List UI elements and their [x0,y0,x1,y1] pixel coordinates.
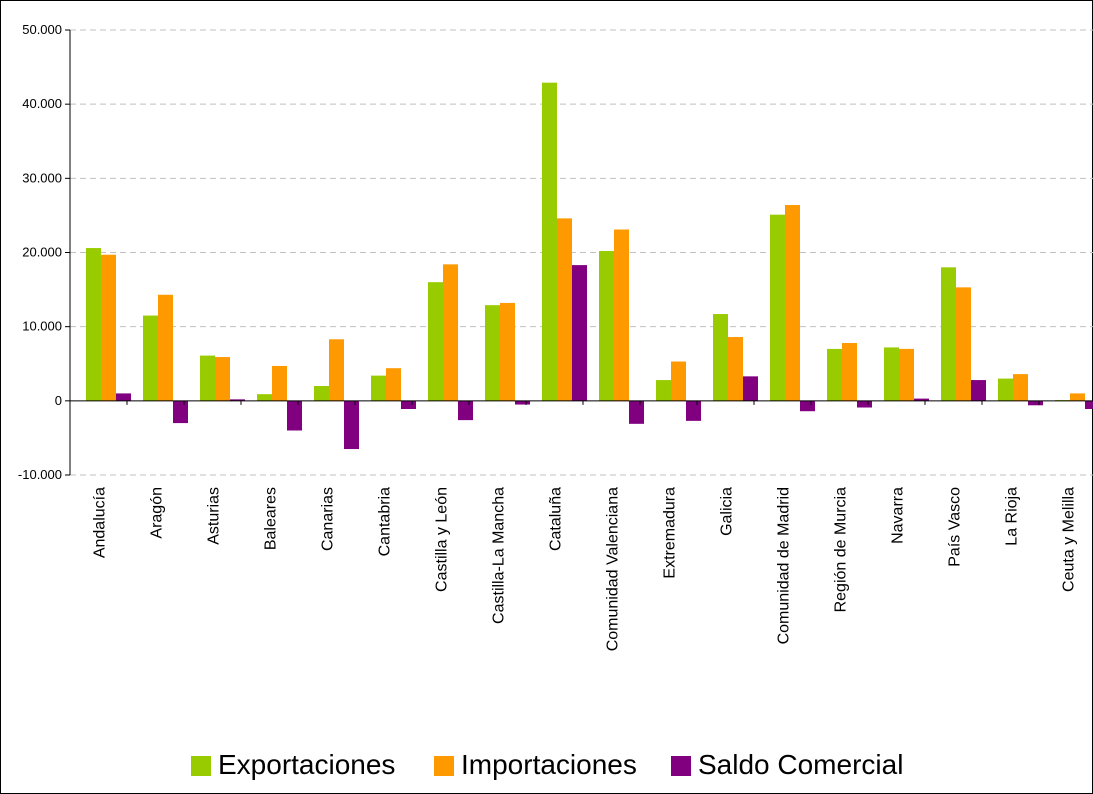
y-tick-label: -10.000 [18,467,62,482]
x-category-label: Navarra [890,487,907,544]
bar-saldo-comercial [230,399,245,401]
x-category-label: Canarias [320,487,337,551]
x-category-label: País Vasco [947,487,964,567]
bar-importaciones [842,342,857,401]
bar-exportaciones [200,355,215,401]
x-category-label: Aragón [149,487,166,539]
x-category-label: La Rioja [1004,487,1021,546]
bar-importaciones [1070,393,1085,401]
x-category-label: Comunidad de Madrid [776,487,793,644]
x-category-label: Galicia [719,487,736,536]
bar-importaciones [614,229,629,401]
bar-saldo-comercial [629,400,644,424]
x-category-label: Baleares [263,487,280,550]
bar-exportaciones [656,380,671,401]
bar-importaciones [500,302,515,401]
legend-swatch [671,756,691,776]
bar-exportaciones [314,386,329,401]
bars [86,82,1093,450]
legend-swatch [434,756,454,776]
bar-exportaciones [371,375,386,401]
bar-exportaciones [884,347,899,401]
bar-exportaciones [770,214,785,401]
y-tick-label: 10.000 [22,319,62,334]
bar-exportaciones [599,251,614,401]
bar-importaciones [899,348,914,401]
bar-saldo-comercial [116,393,131,401]
x-category-label: Cantabria [377,487,394,556]
legend-label: Exportaciones [218,749,395,780]
bar-saldo-comercial [344,400,359,450]
x-category-label: Ceuta y Melilla [1061,487,1078,592]
x-category-label: Extremadura [662,487,679,579]
legend-swatch [191,756,211,776]
x-category-label: Castilla-La Mancha [491,487,508,624]
bar-saldo-comercial [1028,400,1043,406]
bar-saldo-comercial [173,400,188,424]
bar-saldo-comercial [914,398,929,401]
x-category-label: Castilla y León [434,487,451,592]
bar-importaciones [557,218,572,401]
x-category-label: Región de Murcia [833,487,850,613]
x-axis: Andalucía Aragón Asturias Baleares Canarias C… [69,400,1093,651]
legend-label: Importaciones [461,749,637,780]
bar-importaciones [386,368,401,401]
bar-saldo-comercial [401,400,416,409]
bar-exportaciones [827,348,842,401]
bar-saldo-comercial [686,400,701,421]
x-category-label: Cataluña [548,487,565,551]
bar-importaciones [728,337,743,401]
bar-importaciones [101,254,116,401]
bar-saldo-comercial [1085,400,1093,409]
bar-saldo-comercial [800,400,815,412]
y-tick-label: 30.000 [22,170,62,185]
bar-exportaciones [998,378,1013,401]
bar-saldo-comercial [971,380,986,401]
bar-importaciones [1013,374,1028,401]
legend-label: Saldo Comercial [698,749,903,780]
bar-exportaciones [428,282,443,401]
bar-saldo-comercial [743,376,758,401]
bar-exportaciones [542,82,557,401]
bar-exportaciones [713,314,728,401]
bar-saldo-comercial [857,400,872,408]
bar-saldo-comercial [458,400,473,421]
bar-saldo-comercial [287,400,302,431]
y-tick-label: 0 [55,393,62,408]
bar-importaciones [785,205,800,401]
bar-importaciones [215,357,230,401]
bar-exportaciones [257,394,272,401]
x-category-label: Asturias [206,487,223,545]
bar-saldo-comercial [572,265,587,401]
bar-importaciones [443,264,458,401]
y-tick-label: 50.000 [22,22,62,37]
bar-exportaciones [86,248,101,401]
y-axis: 50.000 40.000 30.000 20.000 10.000 0 -10.000 [18,22,71,482]
bar-importaciones [158,294,173,401]
bar-importaciones [671,361,686,401]
y-tick-label: 20.000 [22,245,62,260]
bar-saldo-comercial [515,400,530,405]
x-category-label: Comunidad Valenciana [605,487,622,651]
bar-importaciones [272,365,287,401]
x-category-label: Andalucía [92,487,109,558]
bar-importaciones [329,339,344,401]
bar-importaciones [956,287,971,401]
y-tick-label: 40.000 [22,96,62,111]
bar-exportaciones [485,305,500,401]
bar-exportaciones [941,267,956,401]
bar-exportaciones [143,315,158,401]
legend: Exportaciones Importaciones Saldo Comercia… [191,749,903,780]
